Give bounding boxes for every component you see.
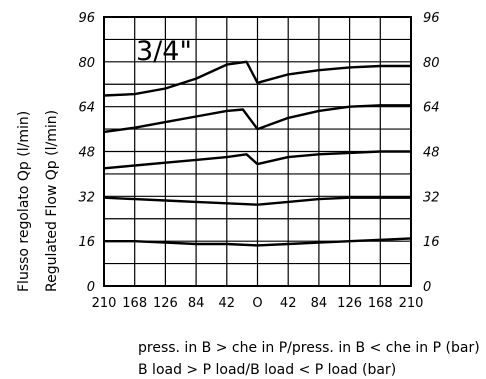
y-tick-labels: 0 0 16 16 32 32 48 48 64 64 80 80 96 96 xyxy=(78,11,439,295)
y-tick-label-left: 80 xyxy=(78,56,95,71)
y-label-line-1: Flusso regolato Qp (l/min) xyxy=(16,111,32,292)
x-label-line-2: B load > P load/B load < P load (bar) xyxy=(138,362,396,378)
series-line-1 xyxy=(103,60,411,97)
y-tick-label-right: 96 xyxy=(423,11,440,26)
x-tick-label: 210 xyxy=(399,296,424,311)
y-tick-label-right: 64 xyxy=(423,101,440,116)
series-line-3 xyxy=(103,150,411,170)
y-tick-label-right: 0 xyxy=(423,280,431,295)
y-label-line-2: Regulated Flow Qp (l/min) xyxy=(44,110,60,292)
chart-title: 3/4" xyxy=(136,36,192,67)
y-tick-label-left: 96 xyxy=(78,11,95,26)
x-tick-label: 84 xyxy=(188,296,205,311)
x-tick-label: 210 xyxy=(92,296,117,311)
x-tick-label: 126 xyxy=(153,296,178,311)
x-tick-label: 42 xyxy=(280,296,297,311)
y-tick-label-left: 0 xyxy=(87,280,95,295)
y-tick-label-left: 16 xyxy=(78,235,95,250)
series-line-4 xyxy=(103,196,411,206)
series-group xyxy=(103,60,412,247)
y-tick-label-left: 64 xyxy=(78,101,95,116)
x-tick-label: 168 xyxy=(122,296,147,311)
y-tick-label-right: 32 xyxy=(423,190,440,205)
x-tick-label: 168 xyxy=(368,296,393,311)
x-tick-labels: 210 168 126 84 42 O 42 84 126 168 210 xyxy=(92,296,424,311)
x-tick-label: 84 xyxy=(311,296,328,311)
y-tick-label-right: 48 xyxy=(423,146,440,161)
x-tick-label: 42 xyxy=(219,296,236,311)
y-tick-label-left: 32 xyxy=(78,190,95,205)
x-tick-label: O xyxy=(252,296,262,311)
x-label-line-1: press. in B > che in P/press. in B < che… xyxy=(138,340,480,356)
y-tick-label-left: 48 xyxy=(78,146,95,161)
x-tick-label: 126 xyxy=(337,296,362,311)
y-tick-label-right: 80 xyxy=(423,56,440,71)
series-line-2 xyxy=(103,104,411,134)
series-line-5 xyxy=(104,237,412,247)
y-tick-label-right: 16 xyxy=(423,235,440,250)
